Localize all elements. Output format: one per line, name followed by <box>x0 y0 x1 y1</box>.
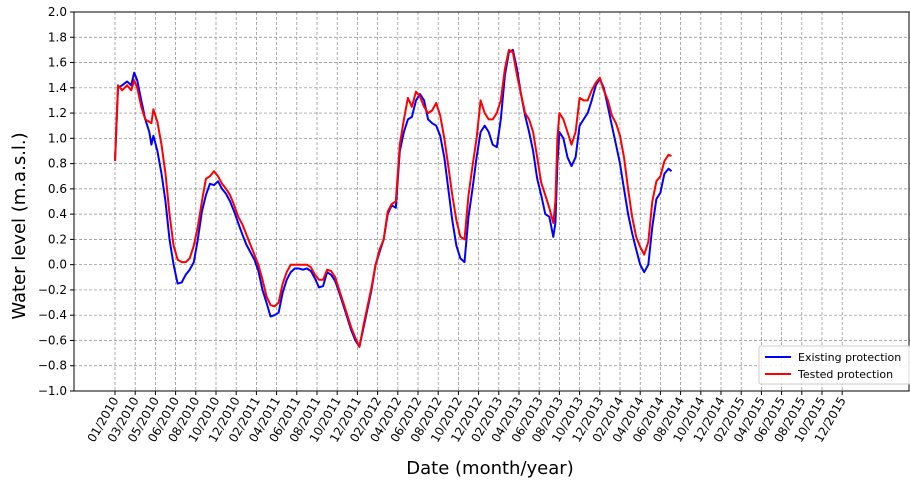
y-tick-label: 0.0 <box>48 258 67 272</box>
series-line-existing-protection <box>114 48 673 348</box>
y-tick-label: 0.4 <box>48 207 67 221</box>
y-tick-label: 1.2 <box>48 106 67 120</box>
y-tick-label: −0.8 <box>38 359 67 373</box>
plot-frame <box>73 11 910 392</box>
legend: Existing protection Tested protection <box>758 345 910 385</box>
legend-label-tested-protection: Tested protection <box>797 368 893 381</box>
y-tick-labels: −1.0 −0.8 −0.6 −0.4 −0.2 0.0 0.2 0.4 0.6 0.8 1.0 1.… <box>38 5 67 398</box>
y-tick-label: −1.0 <box>38 384 67 398</box>
y-tick-label: 1.4 <box>48 81 67 95</box>
y-tick-label: 1.8 <box>48 30 67 44</box>
y-tick-label: −0.2 <box>38 283 67 297</box>
plot-lines <box>114 48 673 348</box>
axes <box>70 11 910 395</box>
x-tick-labels: 01/201003/201005/201006/201008/201010/20… <box>85 394 849 444</box>
y-tick-label: 0.6 <box>48 182 67 196</box>
y-tick-label: −0.6 <box>38 333 67 347</box>
x-axis-label: Date (month/year) <box>406 458 573 479</box>
grid <box>74 11 910 392</box>
y-tick-label: 2.0 <box>48 5 67 19</box>
series-line-tested-protection <box>114 48 672 348</box>
y-tick-label: −0.4 <box>38 308 67 322</box>
y-tick-label: 1.6 <box>48 56 67 70</box>
y-tick-label: 1.0 <box>48 131 67 145</box>
legend-label-existing-protection: Existing protection <box>798 351 901 364</box>
y-tick-label: 0.8 <box>48 157 67 171</box>
y-tick-label: 0.2 <box>48 232 67 246</box>
legend-box <box>758 345 910 385</box>
y-axis-label: Water level (m.a.s.l.) <box>9 132 30 319</box>
